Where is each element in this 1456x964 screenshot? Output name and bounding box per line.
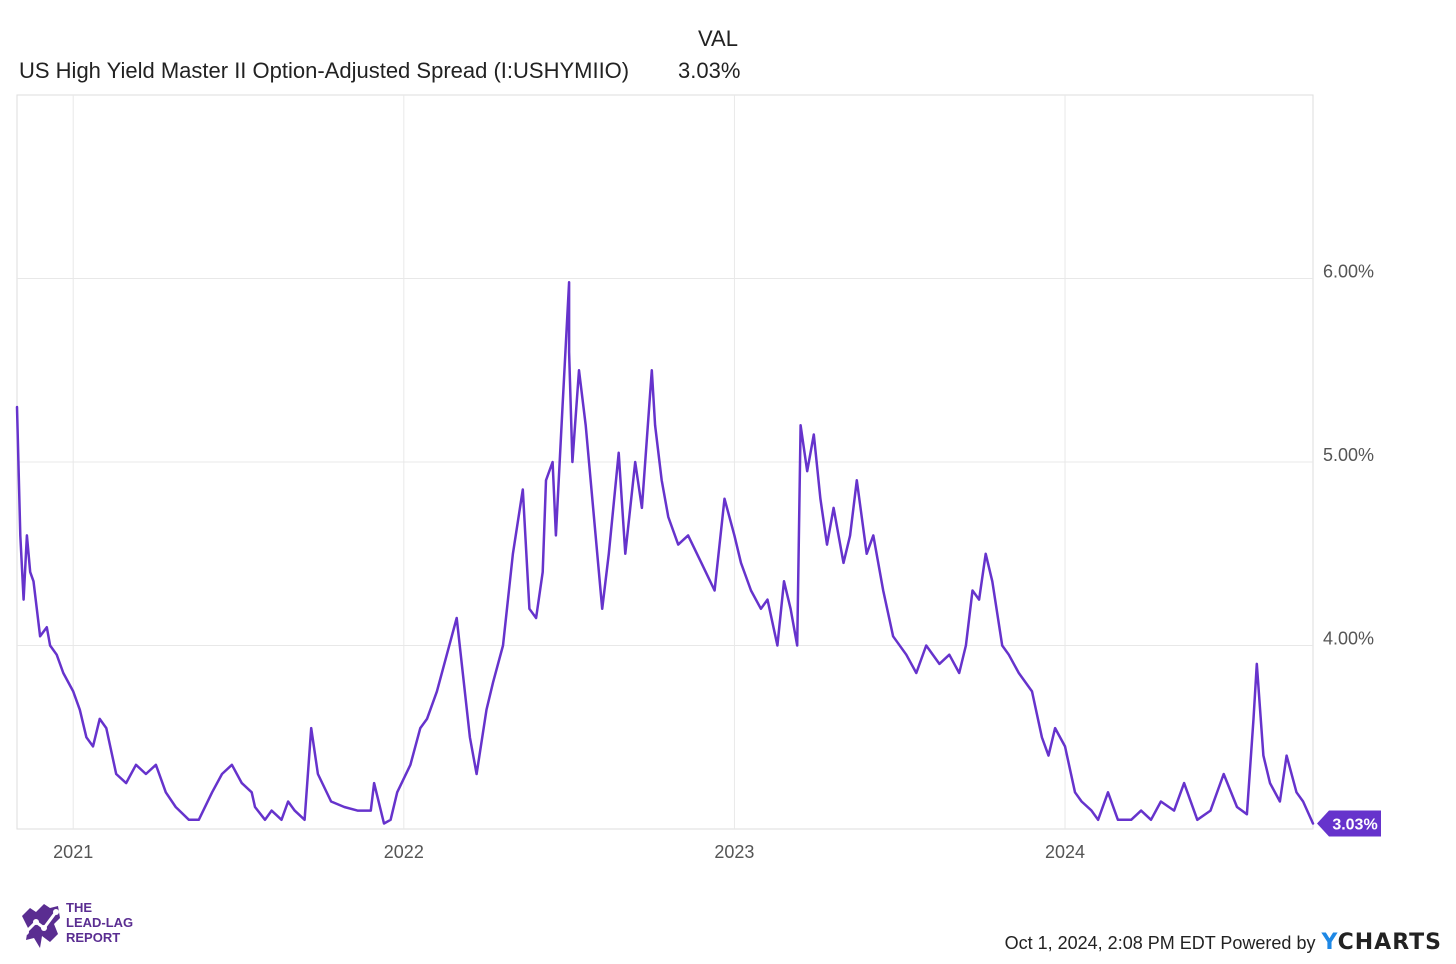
x-axis-tick-labels: 2021 2022 2023 2024 [53,842,1085,862]
ycharts-logo-y: Y [1321,930,1338,955]
x-tick-label-2021: 2021 [53,842,93,862]
ycharts-logo[interactable]: YCHARTS [1321,930,1442,955]
lead-lag-logo-icon: THE LEAD-LAG REPORT [22,900,133,948]
x-tick-label-2022: 2022 [384,842,424,862]
y-tick-label-5.00%: 5.00% [1323,445,1374,465]
ycharts-logo-text: CHARTS [1337,930,1442,955]
series-current-value: 3.03% [678,58,741,83]
logo-line-1: THE [66,900,92,915]
x-tick-label-2023: 2023 [714,842,754,862]
last-value-label: 3.03% [1332,816,1377,833]
footer-timestamp: Oct 1, 2024, 2:08 PM EDT Powered by [1004,933,1316,953]
y-axis-tick-labels: 4.00% 5.00% 6.00% [1323,262,1374,649]
x-tick-label-2024: 2024 [1045,842,1085,862]
chart-footer: Oct 1, 2024, 2:08 PM EDT Powered by YCHAR… [1005,930,1442,955]
value-column-header: VAL [698,26,738,51]
lead-lag-report-logo: THE LEAD-LAG REPORT [20,898,160,950]
logo-line-3: REPORT [66,930,120,945]
y-tick-label-6.00%: 6.00% [1323,262,1374,282]
horizontal-gridlines [17,278,1313,646]
y-tick-label-4.00%: 4.00% [1323,629,1374,649]
logo-line-2: LEAD-LAG [66,915,133,930]
series-name: US High Yield Master II Option-Adjusted … [19,58,630,83]
line-chart: 2021 2022 2023 2024 4.00% 5.00% 6.00% 3.03% [15,94,1381,862]
last-value-badge [1317,810,1381,837]
series-line[interactable] [15,280,1315,825]
last-value-marker: 3.03% [1317,810,1381,837]
